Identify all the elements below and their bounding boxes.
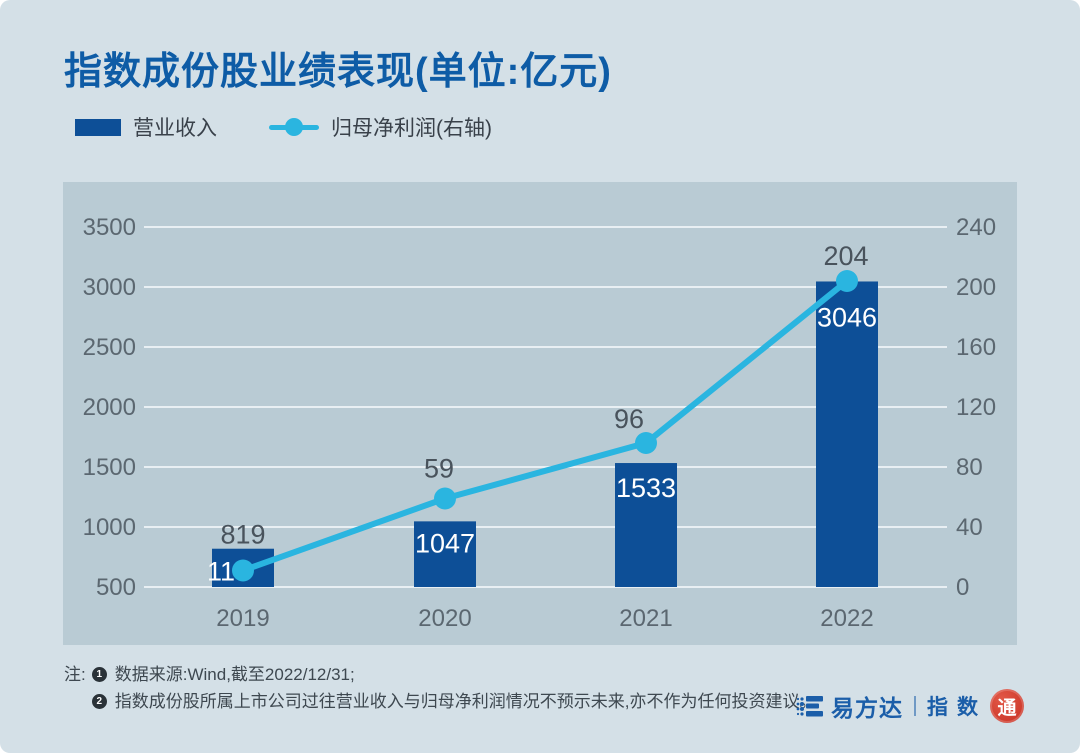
brand-suffix: 指数 xyxy=(927,696,987,719)
brand-name: 易方达 xyxy=(831,695,903,721)
right-axis-tick-label: 0 xyxy=(956,574,969,601)
revenue-bar-2020 xyxy=(414,521,476,587)
footnote-line-1: 1 数据来源:Wind,截至2022/12/31; xyxy=(91,661,817,688)
net-profit-point-2022 xyxy=(836,270,858,292)
footnote-prefix: 注: xyxy=(64,665,86,684)
left-axis-tick-label: 3000 xyxy=(83,274,136,301)
efund-e-mark-icon xyxy=(796,696,823,717)
revenue-bar-2021 xyxy=(615,463,677,587)
net-profit-line xyxy=(240,278,850,574)
footnote-line-2: 2 指数成份股所属上市公司过往营业收入与归母净利润情况不预示未来,亦不作为任何投… xyxy=(91,688,817,715)
left-axis-tick-label: 3500 xyxy=(83,214,136,241)
legend-item-net-profit: 归母净利润(右轴) xyxy=(269,112,492,142)
combo-chart: 3500 3000 2500 2000 1500 1000 500 240 200 160 120 8… xyxy=(83,214,996,632)
seal-icon: 通 xyxy=(990,689,1024,723)
right-axis-tick-label: 40 xyxy=(956,514,983,541)
x-axis-label-2022: 2022 xyxy=(820,605,873,632)
left-axis-tick-label: 1000 xyxy=(83,514,136,541)
footnote-lines: 1 数据来源:Wind,截至2022/12/31; 2 指数成份股所属上市公司过… xyxy=(91,661,817,715)
net-profit-value-label: 11 xyxy=(207,557,235,587)
left-axis-tick-label: 2500 xyxy=(83,334,136,361)
line-dot-icon xyxy=(285,118,303,136)
net-profit-value-label: 96 xyxy=(614,404,644,434)
chart-panel: 3500 3000 2500 2000 1500 1000 500 240 200 160 120 8… xyxy=(63,182,1017,645)
footnote-marker-2-icon: 2 xyxy=(91,694,107,709)
legend-label-revenue: 营业收入 xyxy=(133,117,217,140)
footnote-text-1: 数据来源:Wind,截至2022/12/31; xyxy=(114,665,355,684)
revenue-value-label: 819 xyxy=(220,520,265,550)
net-profit-value-label: 204 xyxy=(823,241,868,271)
legend-item-revenue: 营业收入 xyxy=(75,112,217,142)
footnote: 注: 1 数据来源:Wind,截至2022/12/31; 2 指数成份股所属上市… xyxy=(64,661,816,715)
x-axis-label-2021: 2021 xyxy=(619,605,672,632)
footnote-marker-1-icon: 1 xyxy=(91,667,107,682)
net-profit-value-label: 59 xyxy=(424,454,454,484)
bar-swatch-icon xyxy=(75,118,121,136)
left-axis-tick-label: 2000 xyxy=(83,394,136,421)
brand-logo: 易方达 指数 通 xyxy=(796,689,1024,723)
footnote-text-2: 指数成份股所属上市公司过往营业收入与归母净利润情况不预示未来,亦不作为任何投资建… xyxy=(114,692,817,711)
right-axis-tick-label: 240 xyxy=(956,214,996,241)
revenue-value-label: 1047 xyxy=(415,528,475,558)
revenue-value-label: 3046 xyxy=(817,302,877,332)
net-profit-point-2019 xyxy=(232,559,254,582)
logo-divider xyxy=(914,696,916,716)
x-axis-label-2019: 2019 xyxy=(216,605,269,632)
right-axis-tick-label: 160 xyxy=(956,334,996,361)
right-axis-tick-label: 80 xyxy=(956,454,983,481)
revenue-bar-2022 xyxy=(816,281,878,587)
net-profit-point-2020 xyxy=(434,487,456,510)
page-title: 指数成份股业绩表现(单位:亿元) xyxy=(64,51,612,93)
legend-label-net-profit: 归母净利润(右轴) xyxy=(331,117,492,140)
net-profit-point-2021 xyxy=(635,432,657,454)
legend: 营业收入 归母净利润(右轴) xyxy=(75,112,492,142)
left-axis-tick-label: 1500 xyxy=(83,454,136,481)
line-swatch-icon xyxy=(269,118,319,136)
left-axis-tick-label: 500 xyxy=(96,574,136,601)
right-axis-tick-label: 200 xyxy=(956,274,996,301)
right-axis-tick-label: 120 xyxy=(956,394,996,421)
revenue-value-label: 1533 xyxy=(616,473,676,503)
x-axis-label-2020: 2020 xyxy=(418,605,471,632)
